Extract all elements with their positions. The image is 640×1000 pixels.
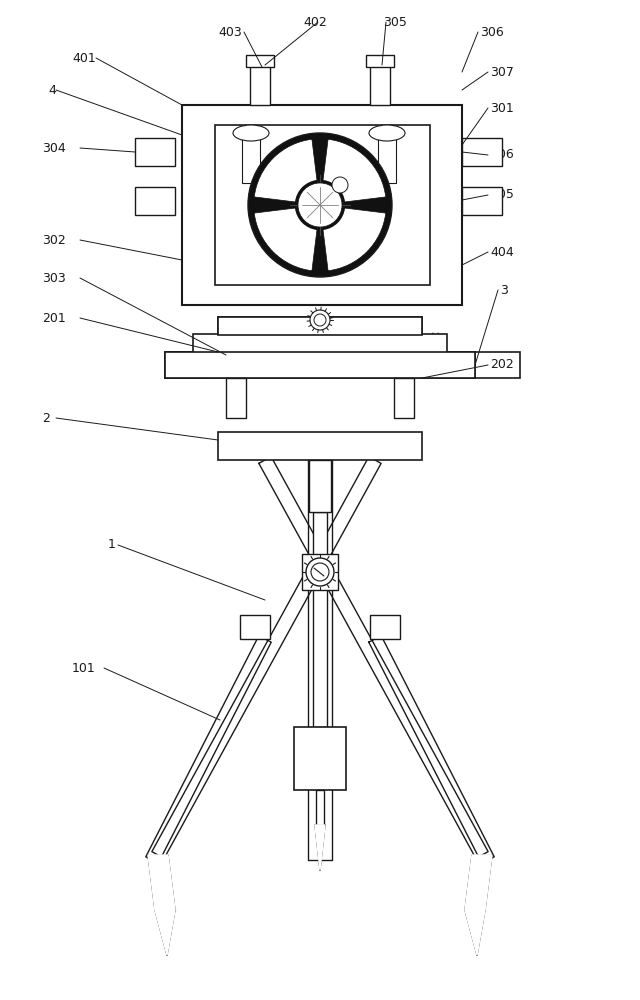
Text: 4: 4 <box>48 84 56 97</box>
Bar <box>462 187 502 215</box>
Text: 301: 301 <box>490 102 514 114</box>
Bar <box>378 135 396 183</box>
Polygon shape <box>259 457 488 858</box>
Ellipse shape <box>369 125 405 141</box>
Wedge shape <box>295 205 320 230</box>
Text: 401: 401 <box>72 51 96 64</box>
Bar <box>215 125 430 285</box>
Bar <box>394 378 414 418</box>
Text: 307: 307 <box>490 66 514 79</box>
Bar <box>240 615 270 639</box>
Bar <box>474 352 520 378</box>
Text: 303: 303 <box>42 271 66 284</box>
Polygon shape <box>148 855 175 910</box>
Text: 405: 405 <box>490 188 514 202</box>
Bar <box>250 65 270 105</box>
Polygon shape <box>308 460 332 860</box>
Ellipse shape <box>233 125 269 141</box>
Polygon shape <box>465 910 485 955</box>
Wedge shape <box>320 139 386 205</box>
Bar <box>370 615 400 639</box>
Bar <box>135 138 175 166</box>
Bar <box>246 55 274 67</box>
Bar <box>165 352 211 378</box>
Circle shape <box>332 177 348 193</box>
Bar <box>218 432 422 460</box>
Text: 302: 302 <box>42 233 66 246</box>
Polygon shape <box>152 457 381 858</box>
Wedge shape <box>320 180 345 205</box>
Polygon shape <box>155 910 175 955</box>
Bar <box>302 554 338 590</box>
Text: 304: 304 <box>42 141 66 154</box>
Circle shape <box>310 310 330 330</box>
Text: 3: 3 <box>500 284 508 296</box>
Bar <box>366 55 394 67</box>
Wedge shape <box>320 205 345 230</box>
Bar <box>226 378 246 418</box>
Text: 202: 202 <box>490 359 514 371</box>
Circle shape <box>298 183 342 227</box>
Polygon shape <box>146 636 271 863</box>
Text: 403: 403 <box>218 25 242 38</box>
Bar <box>218 317 422 352</box>
Wedge shape <box>295 180 320 205</box>
Wedge shape <box>320 205 386 271</box>
Bar <box>165 352 475 378</box>
Text: 306: 306 <box>480 25 504 38</box>
Text: 1: 1 <box>108 538 116 552</box>
Text: 305: 305 <box>383 15 407 28</box>
Text: 201: 201 <box>42 312 66 324</box>
Bar <box>370 65 390 105</box>
Text: 101: 101 <box>72 662 96 674</box>
Polygon shape <box>465 855 492 910</box>
Text: 406: 406 <box>490 148 514 161</box>
Bar <box>309 460 331 512</box>
Bar <box>135 187 175 215</box>
Wedge shape <box>254 205 320 271</box>
Bar <box>165 352 475 378</box>
Bar <box>182 105 462 305</box>
Bar <box>462 138 502 166</box>
Text: 402: 402 <box>303 15 327 28</box>
Bar <box>242 135 260 183</box>
Polygon shape <box>315 825 325 870</box>
Bar <box>193 334 447 354</box>
Bar <box>294 727 346 790</box>
Wedge shape <box>254 139 320 205</box>
Text: 404: 404 <box>490 245 514 258</box>
Bar <box>218 317 422 335</box>
Text: 2: 2 <box>42 412 50 424</box>
Polygon shape <box>369 636 494 863</box>
Circle shape <box>248 133 392 277</box>
Bar <box>316 790 324 825</box>
Bar <box>313 512 327 727</box>
Circle shape <box>306 558 334 586</box>
